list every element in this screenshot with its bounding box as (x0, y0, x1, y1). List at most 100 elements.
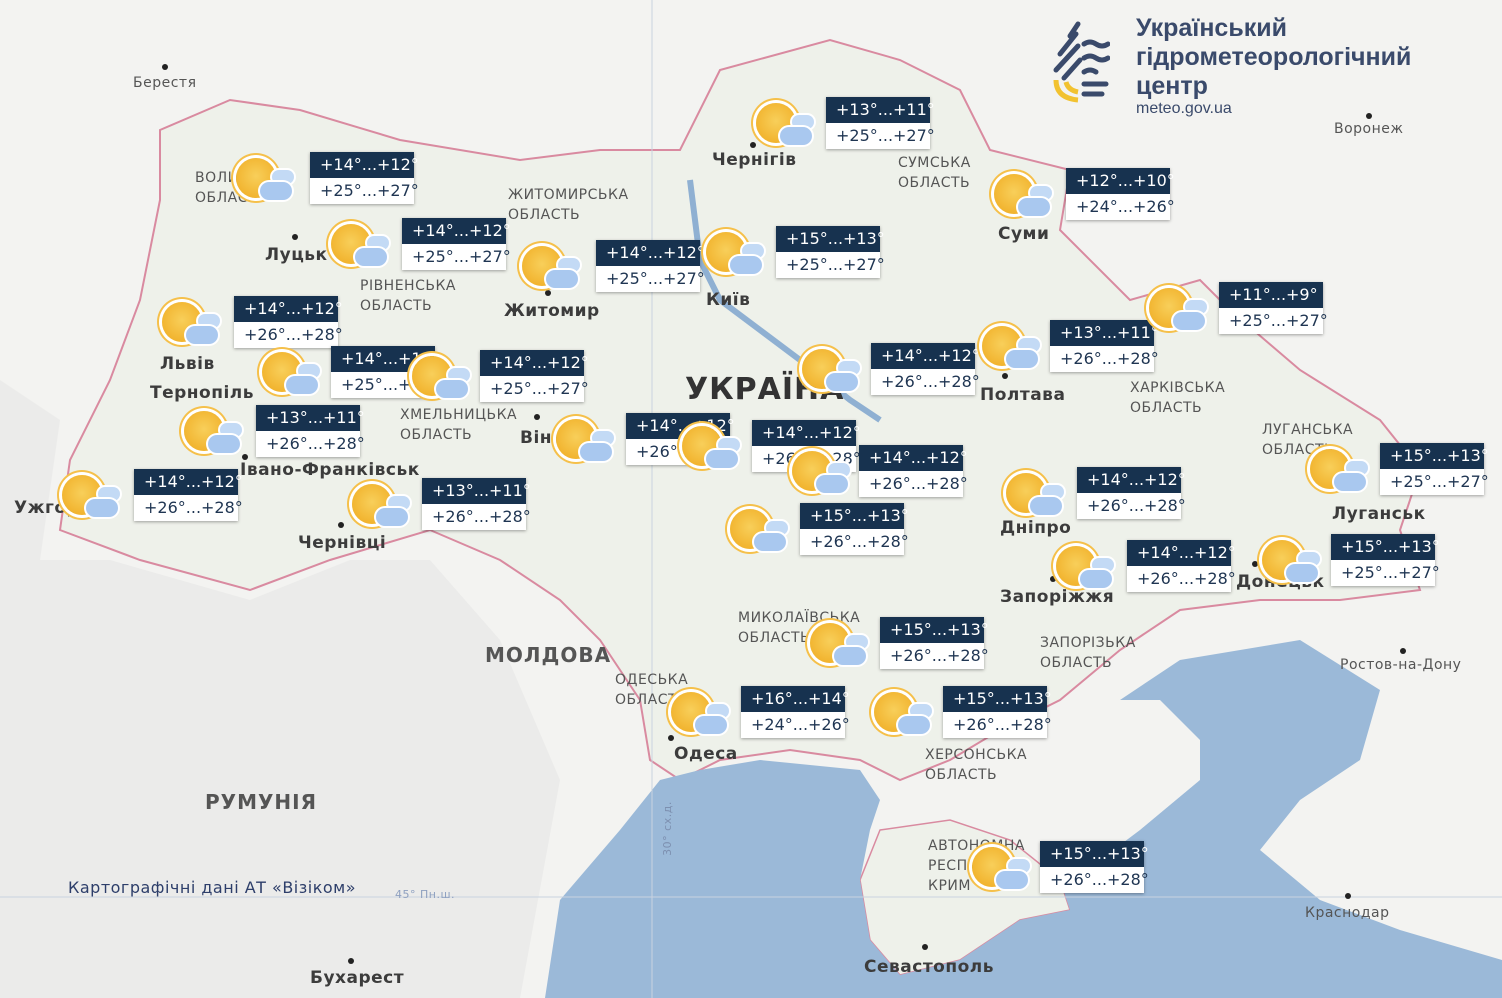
forecast-label[interactable]: +13°...+11° +26°...+28° (256, 405, 365, 457)
city-marker (292, 234, 298, 240)
night-temperature: +15°...+13° (943, 686, 1052, 712)
place-label-moldova: МОЛДОВА (485, 643, 612, 667)
place-label-zhytomyr: Житомир (504, 301, 600, 321)
place-label-sevastopol: Севастополь (864, 957, 994, 977)
forecast-label[interactable]: +15°...+13° +25°...+27° (1380, 443, 1489, 495)
day-temperature: +25°...+27° (402, 244, 511, 270)
night-temperature: +16°...+14° (741, 686, 850, 712)
city-marker (338, 522, 344, 528)
day-temperature: +25°...+27° (1380, 469, 1489, 495)
ukrhydromet-logo[interactable]: Український гідрометеорологічний центр met… (1050, 14, 1470, 117)
forecast-label[interactable]: +16°...+14° +24°...+26° (741, 686, 850, 738)
night-temperature: +14°...+12° (134, 469, 243, 495)
forecast-label[interactable]: +14°...+12°+26°...+28° (234, 296, 343, 348)
org-name: Український гідрометеорологічний центр (1136, 14, 1412, 100)
place-label-chernivtsi: Чернівці (298, 533, 387, 553)
forecast-label[interactable]: +14°...+12° +25°...+27° (310, 152, 419, 204)
forecast-label[interactable]: +13°...+11° +26°...+28° (422, 478, 531, 530)
day-temperature: +26°...+28° (256, 431, 365, 457)
forecast-label[interactable]: +14°...+12°+26°...+28° (1077, 467, 1186, 519)
place-label-chernihiv: Чернігів (712, 150, 797, 170)
night-temperature: +15°...+13° (1040, 841, 1149, 867)
sun-cloud-icon (806, 619, 868, 675)
night-temperature: +14°...+12° (1127, 540, 1236, 566)
forecast-label[interactable]: +14°...+12°+26°...+28° (871, 343, 980, 395)
night-temperature: +12°...+10° (1066, 168, 1175, 194)
day-temperature: +26°...+28° (943, 712, 1052, 738)
city-marker (1252, 561, 1258, 567)
forecast-label[interactable]: +14°...+12° +25°...+27° (480, 350, 589, 402)
place-label-kyiv: Київ (706, 290, 751, 310)
sun-cloud-icon (258, 348, 320, 404)
day-temperature: +26°...+28° (134, 495, 243, 521)
forecast-label[interactable]: +14°...+12°+26°...+28° (1127, 540, 1236, 592)
city-marker (1345, 893, 1351, 899)
forecast-label[interactable]: +11°...+9° +25°...+27° (1219, 282, 1328, 334)
sun-cloud-icon (788, 447, 850, 503)
sun-cloud-icon (1258, 536, 1320, 592)
forecast-label[interactable]: +12°...+10° +24°...+26° (1066, 168, 1175, 220)
place-label-lutsk: Луцьк (265, 245, 328, 265)
city-marker (1366, 113, 1372, 119)
city-marker (1400, 648, 1406, 654)
sun-cloud-icon (752, 99, 814, 155)
place-label-khersonska-obl: ХЕРСОНСЬКА ОБЛАСТЬ (925, 747, 1028, 783)
place-label-luhansk: Луганськ (1332, 504, 1426, 524)
forecast-label[interactable]: +13°...+11° +26°...+28° (1050, 320, 1159, 372)
night-temperature: +14°...+12° (1077, 467, 1186, 493)
night-temperature: +13°...+11° (826, 97, 935, 123)
night-temperature: +15°...+13° (1331, 534, 1440, 560)
city-marker (162, 64, 168, 70)
place-label-odeska-obl: ОДЕСЬКА ОБЛАСТЬ (615, 672, 689, 708)
forecast-label[interactable]: +14°...+12° +25°...+27° (402, 218, 511, 270)
forecast-label[interactable]: +14°...+12°+26°...+28° (134, 469, 243, 521)
place-label-ivano-frankivsk: Івано-Франківськ (240, 460, 420, 480)
place-label-voronezh: Воронеж (1334, 121, 1404, 137)
org-url[interactable]: meteo.gov.ua (1136, 100, 1232, 117)
forecast-label[interactable]: +14°...+12°+26°...+28° (859, 445, 968, 497)
forecast-label[interactable]: +15°...+13° +26°...+28° (880, 617, 989, 669)
city-marker (922, 944, 928, 950)
sun-cloud-icon (58, 471, 120, 527)
sun-cloud-icon (408, 352, 470, 408)
place-label-sumy: Суми (998, 224, 1050, 244)
forecast-label[interactable]: +15°...+13° +26°...+28° (800, 503, 909, 555)
place-label-rivne-obl: РІВНЕНСЬКА ОБЛАСТЬ (360, 278, 456, 314)
day-temperature: +26°...+28° (422, 504, 531, 530)
sun-cloud-icon (232, 154, 294, 210)
city-marker (545, 290, 551, 296)
forecast-label[interactable]: +15°...+13° +25°...+27° (776, 226, 885, 278)
night-temperature: +14°...+12° (310, 152, 419, 178)
sun-cloud-icon (552, 415, 614, 471)
night-temperature: +13°...+11° (1050, 320, 1159, 346)
sun-cloud-icon (968, 843, 1030, 899)
place-label-lviv: Львів (160, 354, 215, 374)
city-marker (348, 958, 354, 964)
day-temperature: +25°...+27° (1331, 560, 1440, 586)
sun-cloud-icon (518, 242, 580, 298)
day-temperature: +25°...+27° (776, 252, 885, 278)
place-label-ternopil: Тернопіль (150, 383, 254, 403)
city-marker (534, 414, 540, 420)
sun-cloud-icon (1306, 445, 1368, 501)
place-label-krasnodar: Краснодар (1305, 905, 1390, 921)
sun-cloud-icon (158, 298, 220, 354)
forecast-label[interactable]: +15°...+13° +26°...+28° (1040, 841, 1149, 893)
forecast-label[interactable]: +15°...+13° +26°...+28° (943, 686, 1052, 738)
forecast-label[interactable]: +15°...+13° +25°...+27° (1331, 534, 1440, 586)
forecast-label[interactable]: +13°...+11° +25°...+27° (826, 97, 935, 149)
sun-cloud-icon (870, 688, 932, 744)
sun-cloud-icon (348, 480, 410, 536)
forecast-label[interactable]: +14°...+12° +25°...+27° (596, 240, 705, 292)
day-temperature: +26°...+28° (859, 471, 968, 497)
day-temperature: +24°...+26° (741, 712, 850, 738)
sun-cloud-icon (1145, 284, 1207, 340)
night-temperature: +14°...+12° (752, 420, 861, 446)
sun-cloud-icon (327, 220, 389, 276)
day-temperature: +26°...+28° (871, 369, 980, 395)
place-label-odesa: Одеса (674, 744, 738, 764)
city-marker (668, 735, 674, 741)
day-temperature: +25°...+27° (310, 178, 419, 204)
night-temperature: +14°...+12° (234, 296, 343, 322)
